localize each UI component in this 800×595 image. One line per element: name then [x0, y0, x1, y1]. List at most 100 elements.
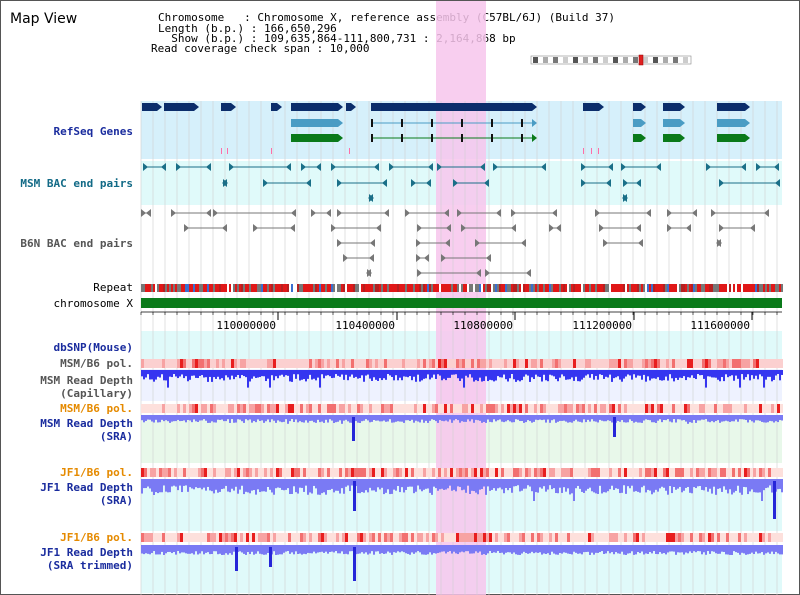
- polymorphism-bin: [504, 359, 507, 368]
- read-depth-bar: [197, 370, 199, 379]
- polymorphism-bin: [366, 468, 369, 477]
- polymorphism-bin: [513, 359, 516, 368]
- read-depth-bar: [283, 545, 285, 553]
- polymorphism-bin: [240, 533, 243, 542]
- polymorphism-bin: [234, 533, 237, 542]
- polymorphism-bin: [207, 359, 210, 368]
- repeat-segment: [281, 284, 283, 292]
- b6n-bac-end-pairs-label[interactable]: B6N BAC end pairs: [20, 237, 133, 250]
- read-depth-bar: [735, 415, 737, 420]
- read-depth-bar: [169, 370, 171, 377]
- read-depth-bar: [709, 415, 711, 423]
- read-depth-bar: [177, 479, 179, 491]
- polymorphism-bin: [681, 468, 684, 477]
- read-depth-bar: [389, 545, 391, 553]
- dbsnp-label[interactable]: dbSNP(Mouse): [53, 341, 133, 354]
- read-depth-bar: [185, 545, 187, 554]
- read-depth-bar: [591, 545, 593, 553]
- polymorphism-bin: [462, 359, 465, 368]
- read-depth-bar: [173, 479, 175, 486]
- read-depth-bar: [383, 415, 385, 421]
- repeat-segment: [651, 284, 653, 292]
- read-depth-bar: [433, 370, 435, 375]
- polymorphism-bin: [483, 404, 486, 413]
- bac-end: [667, 224, 672, 232]
- polymorphism-bin: [681, 359, 684, 368]
- read-depth-bar: [579, 479, 581, 489]
- polymorphism-bin: [342, 533, 345, 542]
- polymorphism-bin: [633, 359, 636, 368]
- repeat-segment: [703, 284, 705, 292]
- repeat-segment: [525, 284, 527, 292]
- read-depth-bar: [413, 415, 415, 423]
- polymorphism-bin: [579, 359, 582, 368]
- read-depth-bar: [603, 545, 605, 555]
- polymorphism-bin: [573, 468, 576, 477]
- read-depth-bar: [693, 370, 695, 379]
- repeat-segment: [491, 284, 493, 292]
- read-depth-bar: [659, 479, 661, 489]
- repeat-segment: [539, 284, 541, 292]
- read-depth-bar: [181, 479, 183, 493]
- gene-arrow: [231, 103, 236, 111]
- read-depth-bar: [775, 370, 777, 376]
- read-depth-bar: [259, 479, 261, 493]
- polymorphism-bin: [669, 468, 672, 477]
- polymorphism-bin: [753, 533, 756, 542]
- polymorphism-bin: [714, 404, 717, 413]
- read-depth-bar: [611, 370, 613, 382]
- read-depth-bar: [283, 479, 285, 491]
- read-depth-bar: [193, 415, 195, 420]
- bac-end: [719, 179, 724, 187]
- read-depth-bar: [295, 479, 297, 493]
- read-depth-bar: [735, 370, 737, 376]
- polymorphism-bin: [618, 359, 621, 368]
- read-depth-bar: [683, 479, 685, 491]
- read-depth-bar: [325, 545, 327, 552]
- read-depth-bar: [509, 479, 511, 489]
- msm-bac-end-pairs-label[interactable]: MSM BAC end pairs: [20, 177, 133, 190]
- polymorphism-bin: [144, 359, 147, 368]
- polymorphism-bin: [258, 468, 261, 477]
- repeat-segment: [511, 284, 513, 292]
- read-depth-bar: [399, 370, 401, 378]
- read-depth-bar: [577, 415, 579, 422]
- read-depth-bar: [417, 479, 419, 486]
- read-depth-bar: [731, 370, 733, 376]
- polymorphism-bin: [531, 359, 534, 368]
- read-depth-bar: [539, 415, 541, 420]
- read-depth-bar: [419, 479, 421, 490]
- polymorphism-bin: [591, 533, 594, 542]
- read-depth-bar: [211, 545, 213, 554]
- read-depth-bar: [627, 415, 629, 423]
- read-depth-bar: [211, 479, 213, 492]
- read-depth-bar: [591, 479, 593, 492]
- polymorphism-bin: [510, 359, 513, 368]
- read-depth-bar: [313, 370, 315, 379]
- read-depth-bar: [315, 415, 317, 423]
- bac-end: [286, 163, 291, 171]
- repeat-segment: [351, 284, 353, 292]
- bac-end: [603, 239, 608, 247]
- polymorphism-bin: [354, 468, 357, 477]
- polymorphism-bin: [453, 468, 456, 477]
- msm-read-depth-capillary-sublabel: (Capillary): [60, 387, 133, 400]
- read-depth-bar: [627, 370, 629, 375]
- read-depth-bar: [243, 415, 245, 423]
- polymorphism-bin: [378, 533, 381, 542]
- read-depth-bar: [375, 415, 377, 421]
- repeat-segment: [297, 284, 299, 292]
- polymorphism-bin: [552, 533, 555, 542]
- read-depth-bar: [663, 370, 665, 381]
- polymorphism-bin: [570, 359, 573, 368]
- refseq-genes-label[interactable]: RefSeq Genes: [53, 125, 133, 138]
- bac-end: [143, 163, 148, 171]
- read-depth-bar: [543, 545, 545, 554]
- bac-end: [290, 224, 295, 232]
- bac-end: [444, 209, 449, 217]
- polymorphism-bin: [639, 468, 642, 477]
- read-depth-bar: [481, 479, 483, 490]
- read-depth-bar: [619, 545, 621, 554]
- polymorphism-bin: [354, 359, 357, 368]
- repeat-segment: [733, 284, 735, 292]
